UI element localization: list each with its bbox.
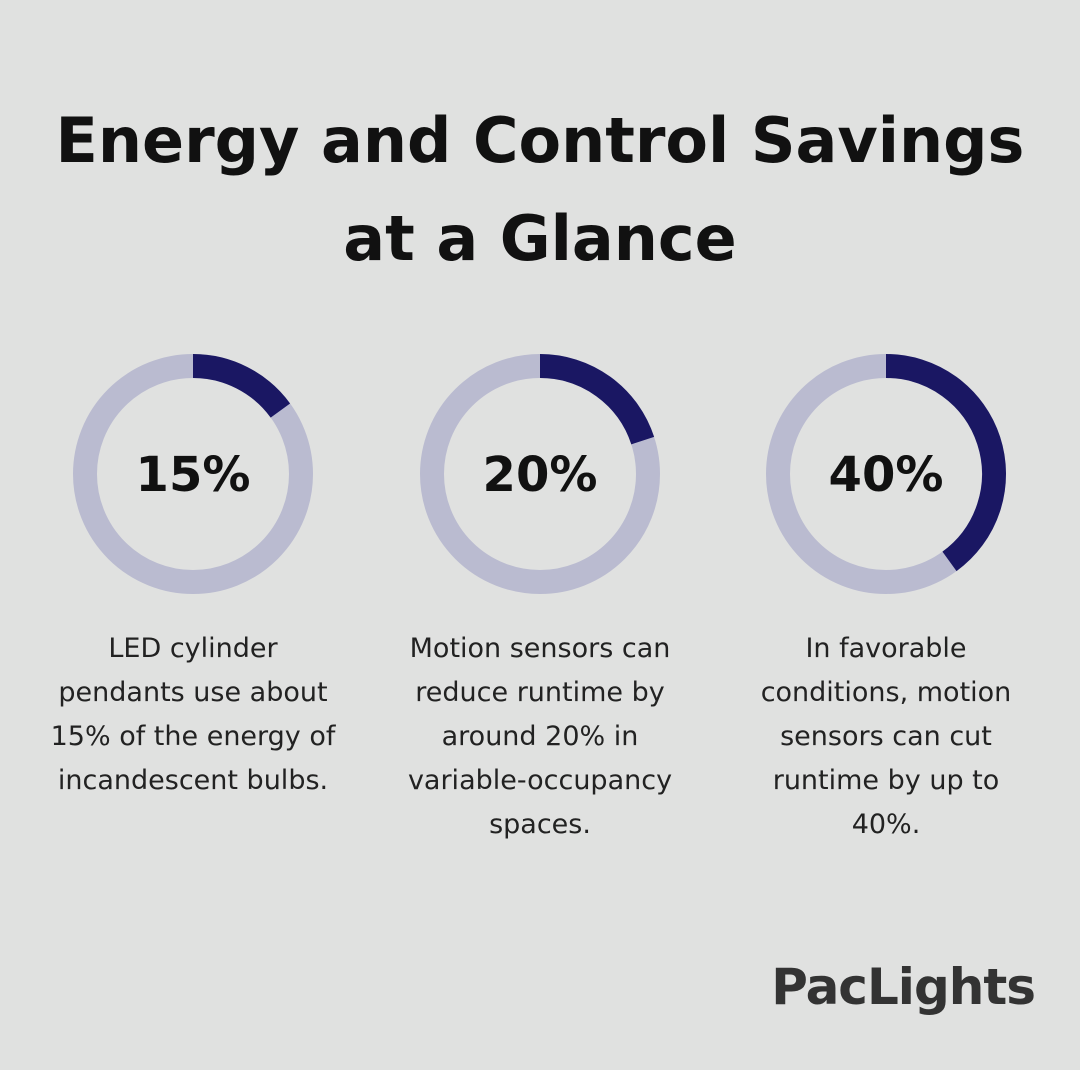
caption-line: In favorable [805, 633, 966, 664]
caption-line: 40%. [852, 809, 921, 840]
caption-line: sensors can cut [780, 721, 992, 752]
caption-line: spaces. [489, 809, 591, 840]
title-line: at a Glance [343, 202, 736, 275]
caption-line: around 20% in [442, 721, 639, 752]
title-line: Energy and Control Savings [56, 104, 1025, 177]
donut-arc [885, 354, 1006, 572]
caption-line: conditions, motion [761, 677, 1012, 708]
caption-line: incandescent bulbs. [58, 765, 328, 796]
caption-line: 15% of the energy of [51, 721, 337, 752]
donut-arc [539, 354, 655, 445]
caption-line: LED cylinder [108, 633, 278, 664]
caption-line: runtime by up to [773, 765, 1000, 796]
brand-logo: PacLights [771, 958, 1035, 1016]
donut-arc [192, 354, 291, 418]
caption-line: reduce runtime by [415, 677, 664, 708]
caption-line: Motion sensors can [410, 633, 671, 664]
caption-line: pendants use about [58, 677, 327, 708]
donut-label: 20% [483, 447, 598, 503]
caption-line: variable-occupancy [408, 765, 672, 796]
donut-label: 40% [829, 447, 944, 503]
donut-label: 15% [136, 447, 251, 503]
